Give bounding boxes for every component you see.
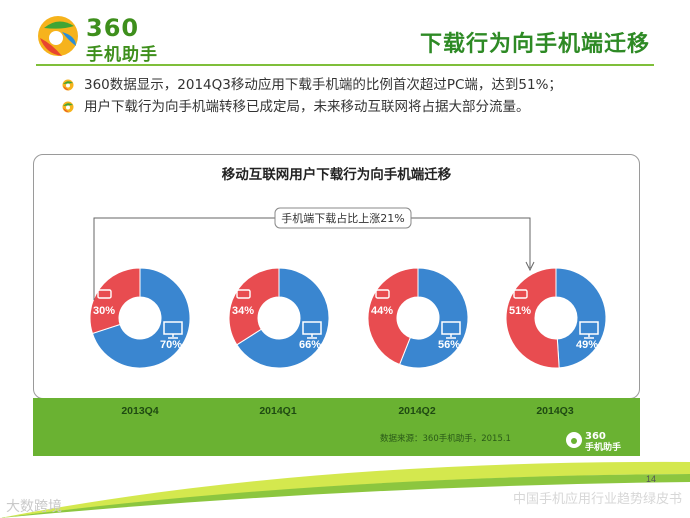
- annotation-box: [274, 207, 412, 229]
- mobile-share-label: 51%: [509, 305, 531, 317]
- mobile-share-label: 34%: [232, 305, 254, 317]
- phone-icon: [375, 289, 390, 299]
- watermark-left: 大数跨境: [6, 499, 62, 515]
- phone-icon: [97, 289, 112, 299]
- page-number: 14: [646, 474, 657, 484]
- pc-share-slice: [91, 267, 191, 369]
- page-title: 下载行为向手机端迁移: [419, 32, 650, 57]
- bullet-logo-icon: [62, 79, 74, 91]
- decorative-swoosh: [0, 461, 690, 518]
- bullet-text: 用户下载行为向手机端转移已成定局，未来移动互联网将占据大部分流量。: [84, 99, 530, 115]
- bullet-text: 360数据显示，2014Q3移动应用下载手机端的比例首次超过PC端，达到51%；: [84, 77, 562, 93]
- mobile-share-slice: [505, 267, 560, 369]
- band-logo-text: 手机助手: [585, 441, 621, 452]
- logo-360-assistant: 360 手机助手: [36, 10, 186, 65]
- pc-share-label: 70%: [160, 339, 182, 351]
- pc-share-label: 66%: [299, 339, 321, 351]
- bullet-item: 360数据显示，2014Q3移动应用下载手机端的比例首次超过PC端，达到51%；: [62, 74, 562, 96]
- logo-number: 360: [86, 14, 140, 42]
- category-label: 2014Q2: [398, 405, 436, 417]
- category-label: 2013Q4: [121, 405, 159, 417]
- pc-share-slice: [555, 267, 607, 369]
- pc-share-label: 56%: [438, 339, 460, 351]
- bullet-logo-icon: [62, 101, 74, 113]
- mobile-share-slice: [89, 267, 141, 335]
- pc-share-label: 49%: [576, 339, 598, 351]
- phone-icon: [513, 289, 528, 299]
- mobile-share-slice: [228, 267, 280, 346]
- watermark-right: 中国手机应用行业趋势绿皮书: [512, 492, 682, 507]
- band-logo-number: 360: [585, 431, 606, 442]
- title-divider: [36, 64, 654, 66]
- annotation-arrowhead: [525, 261, 535, 272]
- mobile-share-slice: [367, 267, 419, 366]
- annotation-text: 手机端下载占比上涨21%: [281, 211, 404, 225]
- mobile-share-label: 44%: [371, 305, 393, 317]
- category-label: 2014Q3: [536, 405, 574, 417]
- chart-title: 移动互联网用户下载行为向手机端迁移: [221, 167, 452, 183]
- logo-mark-icon: [38, 16, 78, 56]
- logo-text: 手机助手: [86, 45, 158, 65]
- pc-share-slice: [398, 267, 469, 369]
- category-band: [33, 398, 640, 456]
- band-logo-icon: 360 手机助手: [566, 431, 621, 452]
- data-source: 数据来源：360手机助手，2015.1: [380, 434, 511, 444]
- mobile-share-label: 30%: [93, 305, 115, 317]
- bullet-item: 用户下载行为向手机端转移已成定局，未来移动互联网将占据大部分流量。: [62, 96, 562, 118]
- category-label: 2014Q1: [259, 405, 297, 417]
- phone-icon: [236, 289, 251, 299]
- pc-share-slice: [236, 267, 330, 369]
- bullet-list: 360数据显示，2014Q3移动应用下载手机端的比例首次超过PC端，达到51%；…: [62, 74, 562, 118]
